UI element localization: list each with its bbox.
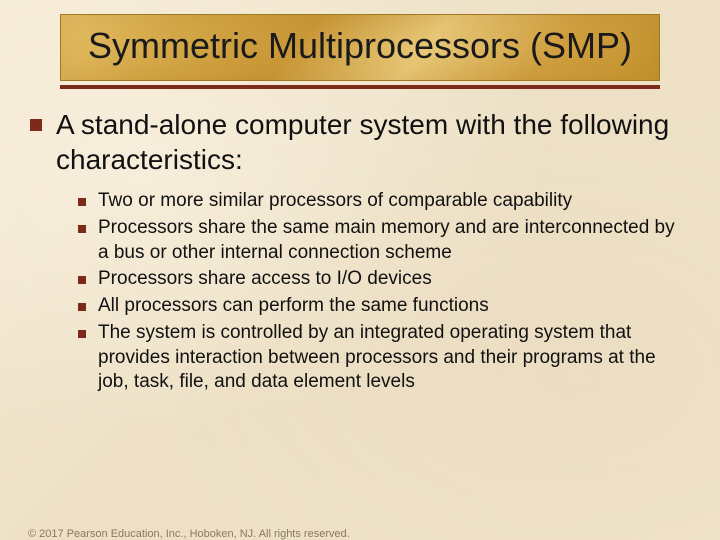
sub-bullet-list: Two or more similar processors of compar… bbox=[30, 189, 690, 395]
square-bullet-icon bbox=[78, 303, 86, 311]
sub-point-text: Two or more similar processors of compar… bbox=[98, 189, 572, 214]
main-bullet: A stand-alone computer system with the f… bbox=[30, 107, 690, 177]
list-item: Processors share the same main memory an… bbox=[78, 216, 682, 265]
main-point-text: A stand-alone computer system with the f… bbox=[56, 107, 690, 177]
list-item: All processors can perform the same func… bbox=[78, 294, 682, 319]
sub-point-text: Processors share the same main memory an… bbox=[98, 216, 682, 265]
list-item: Processors share access to I/O devices bbox=[78, 267, 682, 292]
copyright-text: © 2017 Pearson Education, Inc., Hoboken,… bbox=[28, 528, 350, 540]
list-item: Two or more similar processors of compar… bbox=[78, 189, 682, 214]
sub-point-text: Processors share access to I/O devices bbox=[98, 267, 432, 292]
content-area: A stand-alone computer system with the f… bbox=[0, 89, 720, 395]
square-bullet-icon bbox=[30, 119, 42, 131]
square-bullet-icon bbox=[78, 198, 86, 206]
square-bullet-icon bbox=[78, 330, 86, 338]
title-box: Symmetric Multiprocessors (SMP) bbox=[60, 14, 660, 81]
sub-point-text: The system is controlled by an integrate… bbox=[98, 321, 682, 395]
square-bullet-icon bbox=[78, 276, 86, 284]
square-bullet-icon bbox=[78, 225, 86, 233]
slide-title: Symmetric Multiprocessors (SMP) bbox=[81, 25, 639, 66]
sub-point-text: All processors can perform the same func… bbox=[98, 294, 489, 319]
list-item: The system is controlled by an integrate… bbox=[78, 321, 682, 395]
